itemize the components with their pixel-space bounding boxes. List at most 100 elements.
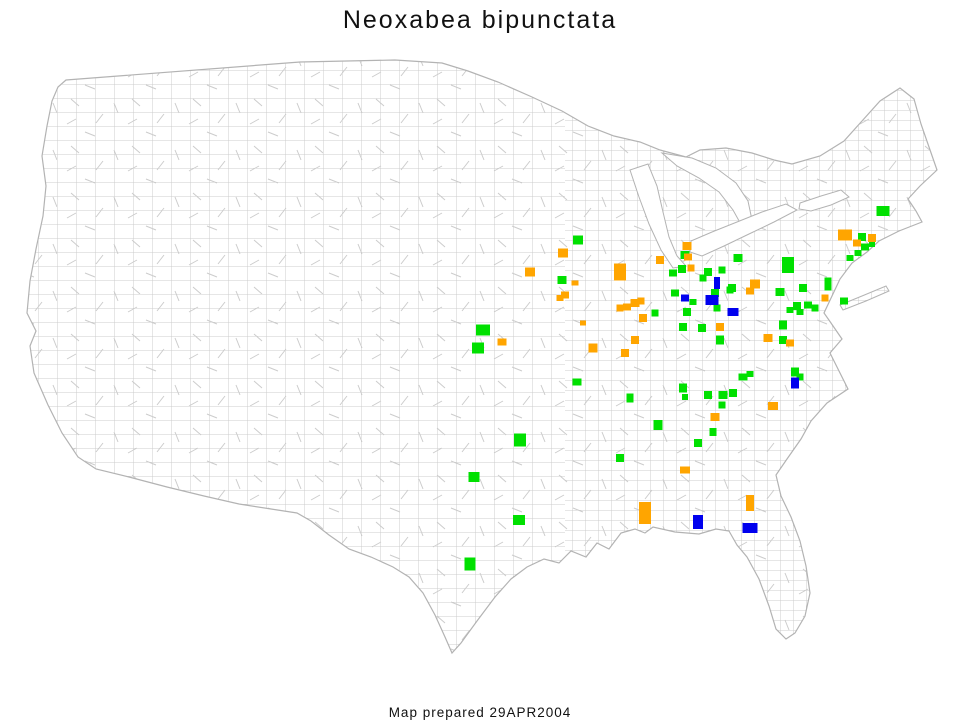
- map-marker-specimen-only: [854, 250, 862, 256]
- map-marker-specimen-only: [669, 269, 677, 277]
- map-marker-literature-pers-comm-only: [639, 502, 651, 524]
- map-marker-specimen-only: [738, 373, 748, 381]
- map-marker-literature-pers-comm-only: [656, 256, 664, 264]
- map-marker-specimen-only: [683, 308, 691, 316]
- map-marker-literature-pers-comm-only: [716, 323, 724, 331]
- map-marker-literature-pers-comm-only: [623, 303, 631, 311]
- map-marker-specimen-only: [876, 206, 890, 216]
- map-marker-specimen-only: [679, 323, 687, 331]
- map-marker-specimen-only: [791, 367, 799, 377]
- map-marker-specimen-only: [846, 255, 854, 261]
- map-marker-specimen-only: [726, 286, 734, 294]
- map-marker-specimen-and-song: [681, 294, 689, 302]
- map-marker-specimen-only: [514, 433, 526, 447]
- map-marker-literature-pers-comm-only: [639, 314, 647, 322]
- map-marker-specimen-only: [698, 324, 706, 332]
- legend: specimen only specimen and song song onl…: [0, 646, 960, 692]
- map-marker-literature-pers-comm-only: [682, 242, 692, 250]
- map-marker-literature-pers-comm-only: [768, 402, 778, 410]
- map-marker-specimen-only: [694, 439, 702, 447]
- map-marker-specimen-only: [786, 307, 794, 313]
- map-marker-specimen-only: [840, 297, 848, 305]
- lake-ontario: [798, 189, 850, 212]
- map-marker-specimen-and-song: [693, 515, 703, 529]
- map-marker-specimen-and-song: [705, 295, 719, 305]
- map-marker-literature-pers-comm-only: [631, 336, 639, 344]
- markers-layer: [464, 206, 890, 571]
- map-marker-literature-pers-comm-only: [746, 495, 754, 511]
- map-marker-literature-pers-comm-only: [637, 297, 645, 305]
- map-marker-specimen-only: [682, 394, 688, 400]
- map-marker-specimen-only: [513, 515, 525, 525]
- map-marker-literature-pers-comm-only: [684, 253, 692, 261]
- map-marker-specimen-only: [704, 391, 712, 399]
- map-marker-specimen-only: [746, 371, 754, 377]
- map-marker-specimen-only: [711, 289, 719, 297]
- lake-erie: [689, 203, 799, 257]
- map-marker-specimen-only: [689, 299, 697, 305]
- map-marker-literature-pers-comm-only: [556, 295, 564, 301]
- map-marker-specimen-only: [775, 288, 785, 296]
- map-marker-specimen-only: [779, 320, 787, 330]
- map-marker-specimen-only: [858, 233, 866, 241]
- long-island: [839, 285, 890, 311]
- map-marker-literature-pers-comm-only: [853, 239, 861, 247]
- map-marker-specimen-only: [704, 268, 712, 276]
- map-marker-specimen-only: [729, 389, 737, 397]
- map-marker-specimen-only: [824, 277, 832, 291]
- map-marker-specimen-only: [718, 391, 728, 399]
- map-marker-specimen-only: [718, 401, 726, 409]
- map-marker-literature-pers-comm-only: [763, 334, 773, 342]
- map-marker-specimen-only: [713, 304, 721, 312]
- map-marker-specimen-only: [799, 284, 807, 292]
- map-marker-specimen-only: [464, 557, 476, 571]
- map-marker-specimen-and-song: [791, 377, 799, 389]
- map-marker-literature-pers-comm-only: [710, 413, 720, 421]
- map-marker-specimen-only: [793, 302, 801, 310]
- map-marker-literature-pers-comm-only: [571, 280, 579, 286]
- map-marker-literature-pers-comm-only: [558, 248, 568, 258]
- map-marker-specimen-only: [709, 428, 717, 436]
- map-marker-literature-pers-comm-only: [746, 287, 754, 295]
- map-marker-literature-pers-comm-only: [588, 343, 598, 353]
- map-marker-specimen-only: [796, 373, 804, 381]
- lake-michigan: [629, 163, 687, 269]
- map-marker-specimen-only: [557, 276, 567, 284]
- map-marker-literature-pers-comm-only: [525, 267, 535, 277]
- map-marker-specimen-only: [573, 235, 583, 245]
- map-marker-specimen-only: [861, 243, 869, 251]
- map-marker-specimen-only: [716, 335, 724, 345]
- map-marker-literature-pers-comm-only: [838, 229, 852, 241]
- map-marker-specimen-only: [869, 241, 875, 247]
- map-marker-specimen-only: [626, 393, 634, 403]
- map-marker-specimen-and-song: [727, 308, 739, 316]
- map-marker-specimen-only: [779, 336, 787, 344]
- map-marker-specimen-only: [804, 301, 812, 309]
- map-marker-literature-pers-comm-only: [821, 294, 829, 302]
- map-marker-literature-pers-comm-only: [580, 320, 586, 326]
- map-marker-specimen-only: [699, 274, 707, 282]
- map-marker-specimen-and-song: [714, 277, 720, 289]
- map-marker-specimen-only: [782, 257, 794, 273]
- map-marker-literature-pers-comm-only: [680, 466, 690, 474]
- map-marker-specimen-only: [616, 454, 624, 462]
- map-marker-literature-pers-comm-only: [616, 304, 624, 312]
- map-marker-specimen-only: [476, 324, 490, 336]
- map-marker-specimen-only: [472, 342, 484, 354]
- map-marker-specimen-only: [796, 309, 804, 315]
- map-marker-literature-pers-comm-only: [497, 338, 507, 346]
- map-marker-literature-pers-comm-only: [630, 299, 640, 307]
- map-marker-specimen-only: [679, 383, 687, 393]
- map-marker-literature-pers-comm-only: [687, 264, 695, 272]
- map-marker-literature-pers-comm-only: [786, 339, 794, 347]
- map-marker-specimen-only: [811, 304, 819, 312]
- map-marker-specimen-only: [653, 420, 663, 430]
- map-marker-specimen-only: [718, 266, 726, 274]
- map-marker-literature-pers-comm-only: [614, 263, 626, 281]
- map-marker-literature-pers-comm-only: [868, 234, 876, 242]
- map-marker-literature-pers-comm-only: [561, 291, 569, 299]
- map-marker-literature-pers-comm-only: [621, 349, 629, 357]
- map-marker-specimen-and-song: [742, 523, 758, 533]
